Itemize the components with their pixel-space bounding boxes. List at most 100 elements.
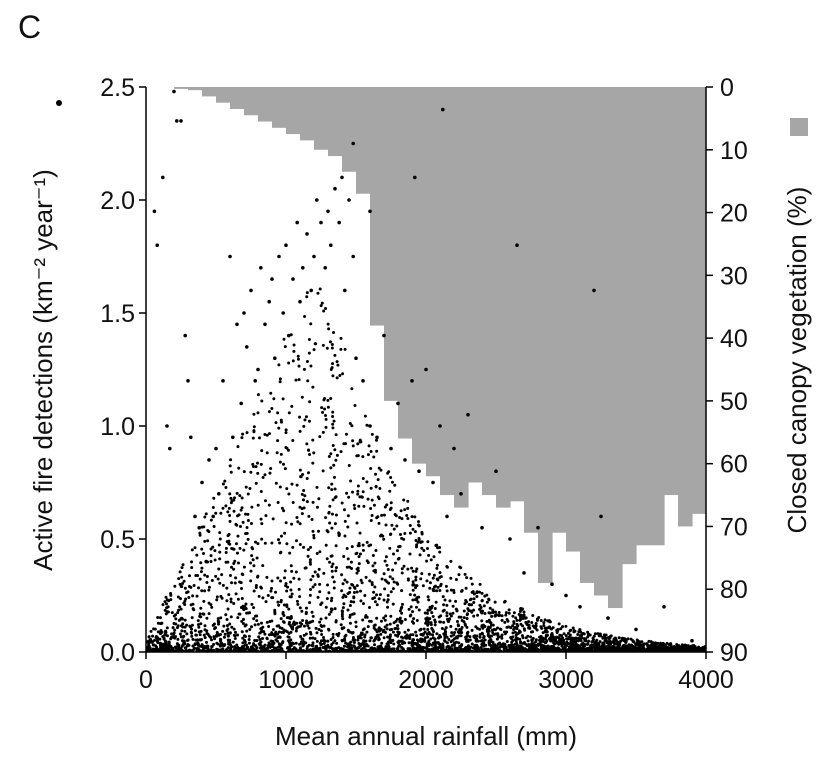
fire-point — [189, 435, 193, 440]
fire-point-texture — [203, 573, 207, 577]
fire-point-texture — [204, 512, 208, 516]
fire-point-texture — [374, 484, 378, 488]
fire-point-texture — [315, 644, 319, 648]
fire-point — [445, 514, 449, 519]
fire-point — [207, 458, 211, 462]
fire-point-texture — [311, 647, 315, 651]
fire-point-texture — [405, 514, 409, 518]
fire-point-texture — [284, 445, 288, 449]
fire-point-texture — [225, 647, 229, 651]
fire-point-texture — [394, 561, 398, 565]
fire-point-texture — [421, 633, 425, 637]
fire-point-texture — [221, 583, 225, 587]
fire-point — [165, 424, 169, 428]
fire-point-texture — [334, 619, 338, 623]
fire-point-texture — [389, 475, 393, 479]
fire-point-texture — [198, 577, 202, 581]
fire-point-texture — [249, 470, 253, 474]
fire-point-texture — [340, 612, 344, 616]
fire-point-texture — [478, 635, 482, 639]
fire-point-texture — [304, 641, 308, 645]
fire-point-texture — [228, 492, 232, 496]
fire-point-texture — [568, 633, 572, 637]
fire-point-texture — [512, 645, 516, 649]
fire-point-texture — [194, 573, 198, 577]
fire-point-texture — [622, 647, 626, 651]
fire-point-texture — [282, 509, 286, 513]
fire-point-texture — [457, 641, 461, 645]
fire-point-texture — [617, 636, 621, 640]
fire-point-texture — [343, 635, 347, 639]
fire-point — [315, 198, 319, 202]
fire-point-texture — [238, 494, 242, 498]
fire-point-texture — [607, 637, 611, 641]
fire-point-texture — [374, 549, 378, 553]
fire-point — [168, 446, 172, 451]
fire-point-texture — [462, 648, 466, 652]
fire-point-texture — [367, 606, 371, 610]
fire-point-texture — [449, 634, 453, 638]
fire-point-texture — [259, 640, 263, 644]
fire-point-texture — [449, 559, 453, 563]
fire-point-texture — [388, 546, 392, 550]
fire-point-texture — [235, 551, 239, 555]
fire-point-texture — [307, 337, 311, 341]
fire-point-texture — [203, 628, 207, 632]
fire-point-texture — [422, 627, 426, 631]
fire-point-texture — [354, 625, 358, 629]
fire-point-texture — [307, 514, 311, 518]
fire-point-texture — [369, 519, 373, 523]
fire-point — [536, 525, 540, 530]
fire-point-texture — [398, 533, 402, 537]
fire-point-texture — [510, 647, 514, 651]
fire-point-texture — [399, 509, 403, 513]
fire-point-texture — [263, 643, 267, 647]
fire-point-texture — [187, 596, 191, 600]
canopy-bar — [412, 87, 427, 464]
fire-point-texture — [271, 628, 275, 632]
fire-point — [179, 119, 183, 123]
fire-point-texture — [287, 635, 291, 639]
fire-point-texture — [369, 506, 373, 510]
fire-point-texture — [313, 583, 317, 587]
fire-point — [606, 616, 610, 620]
fire-point-texture — [589, 645, 593, 649]
canopy-bar — [370, 87, 385, 326]
fire-point-texture — [218, 537, 222, 541]
fire-point-texture — [463, 602, 467, 606]
fire-point-texture — [464, 637, 468, 641]
fire-point-texture — [442, 603, 446, 607]
fire-point-texture — [283, 345, 287, 349]
fire-point-texture — [311, 461, 315, 465]
fire-point-texture — [222, 624, 226, 628]
fire-point-texture — [406, 506, 410, 510]
fire-point-texture — [183, 586, 187, 590]
fire-point-texture — [422, 549, 426, 553]
fire-point-texture — [298, 505, 302, 509]
canopy-bar — [552, 87, 567, 533]
fire-point-texture — [270, 631, 274, 635]
fire-point-texture — [507, 611, 511, 615]
fire-point — [417, 469, 421, 474]
canopy-bar — [524, 87, 539, 533]
fire-point-texture — [278, 635, 282, 639]
fire-point-texture — [229, 458, 233, 462]
fire-point-texture — [539, 634, 543, 638]
fire-point-texture — [365, 423, 369, 427]
fire-point-texture — [331, 422, 335, 426]
fire-point-texture — [302, 489, 306, 493]
fire-point-texture — [375, 634, 379, 638]
fire-point-texture — [301, 618, 305, 622]
fire-point-texture — [406, 499, 410, 503]
fire-point-texture — [559, 627, 563, 631]
fire-point-texture — [349, 479, 353, 483]
fire-point-texture — [324, 616, 328, 620]
fire-point-texture — [256, 461, 260, 465]
fire-point-texture — [261, 596, 265, 600]
fire-point-texture — [323, 407, 327, 411]
fire-point-texture — [182, 579, 186, 583]
fire-point-texture — [403, 630, 407, 634]
fire-point-texture — [370, 581, 374, 585]
canopy-bar — [692, 87, 706, 514]
fire-point-texture — [224, 486, 228, 490]
